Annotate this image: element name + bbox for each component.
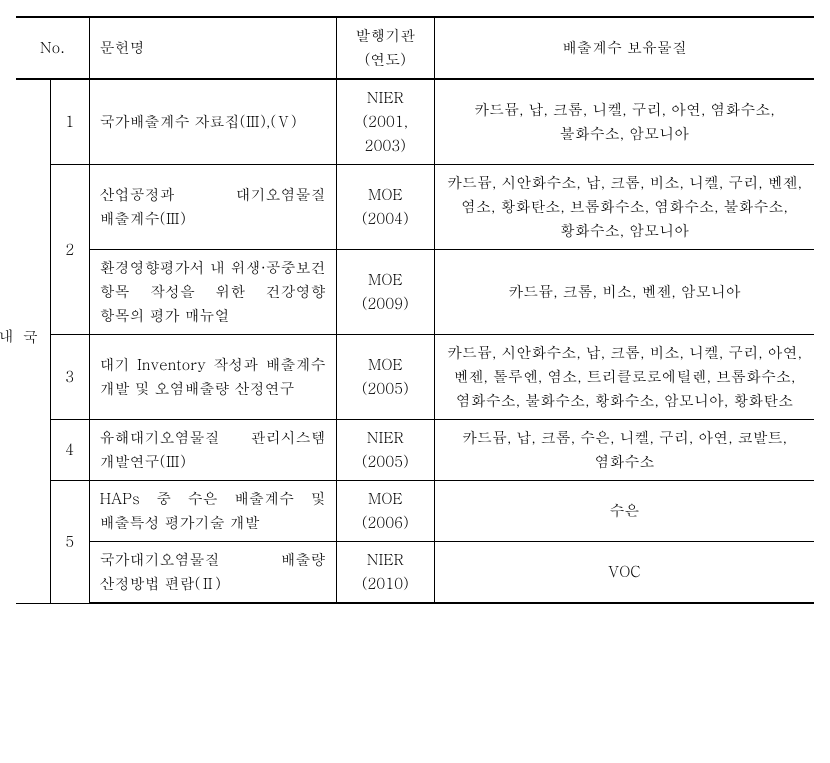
header-substances: 배출계수 보유물질 [434, 17, 814, 79]
title-cell: 유해대기오염물질 관리시스템 개발연구(Ⅲ) [89, 420, 336, 481]
substances-cell: 카드뮴, 납, 크롬, 수은, 니켈, 구리, 아연, 코발트, 염화수소 [434, 420, 814, 481]
substances-cell: 카드뮴, 시안화수소, 납, 크롬, 비소, 니켈, 구리, 벤젠, 염소, 황… [434, 165, 814, 250]
no-cell: 3 [50, 335, 89, 420]
agency-cell: NIER(2010) [336, 542, 434, 604]
region-label: 국내 [24, 328, 42, 348]
header-agency: 발행기관(연도) [336, 17, 434, 79]
table-row: 4 유해대기오염물질 관리시스템 개발연구(Ⅲ) NIER(2005) 카드뮴,… [16, 420, 814, 481]
substances-cell: 카드뮴, 납, 크롬, 니켈, 구리, 아연, 염화수소, 불화수소, 암모니아 [434, 79, 814, 165]
no-cell: 4 [50, 420, 89, 481]
header-title: 문헌명 [89, 17, 336, 79]
agency-cell: MOE(2005) [336, 335, 434, 420]
substances-cell: 카드뮴, 크롬, 비소, 벤젠, 암모니아 [434, 250, 814, 335]
no-cell: 1 [50, 79, 89, 165]
table-row: 환경영향평가서 내 위생·공중보건 항목 작성을 위한 건강영향 항목의 평가 … [16, 250, 814, 335]
agency-cell: MOE(2006) [336, 481, 434, 542]
agency-cell: MOE(2009) [336, 250, 434, 335]
title-cell: 산업공정과 대기오염물질 배출계수(Ⅲ) [89, 165, 336, 250]
substances-cell: 카드뮴, 시안화수소, 납, 크롬, 비소, 니켈, 구리, 아연, 벤젠, 톨… [434, 335, 814, 420]
title-cell: 환경영향평가서 내 위생·공중보건 항목 작성을 위한 건강영향 항목의 평가 … [89, 250, 336, 335]
agency-cell: NIER(2001,2003) [336, 79, 434, 165]
no-cell: 5 [50, 481, 89, 604]
emission-factor-table: No. 문헌명 발행기관(연도) 배출계수 보유물질 국내 1 국가배출계수 자… [16, 16, 814, 604]
header-no: No. [16, 17, 89, 79]
no-cell: 2 [50, 165, 89, 335]
substances-cell: 수은 [434, 481, 814, 542]
substances-cell: VOC [434, 542, 814, 604]
table-row: 2 산업공정과 대기오염물질 배출계수(Ⅲ) MOE(2004) 카드뮴, 시안… [16, 165, 814, 250]
title-cell: 대기 Inventory 작성과 배출계수 개발 및 오염배출량 산정연구 [89, 335, 336, 420]
title-cell: 국가배출계수 자료집(Ⅲ),(Ⅴ) [89, 79, 336, 165]
title-cell: HAPs 중 수은 배출계수 및 배출특성 평가기술 개발 [89, 481, 336, 542]
table-row: 국내 1 국가배출계수 자료집(Ⅲ),(Ⅴ) NIER(2001,2003) 카… [16, 79, 814, 165]
agency-cell: NIER(2005) [336, 420, 434, 481]
agency-cell: MOE(2004) [336, 165, 434, 250]
title-cell: 국가대기오염물질 배출량 산정방법 편람(Ⅱ) [89, 542, 336, 604]
table-row: 5 HAPs 중 수은 배출계수 및 배출특성 평가기술 개발 MOE(2006… [16, 481, 814, 542]
table-header-row: No. 문헌명 발행기관(연도) 배출계수 보유물질 [16, 17, 814, 79]
region-cell: 국내 [16, 79, 50, 603]
table-row: 3 대기 Inventory 작성과 배출계수 개발 및 오염배출량 산정연구 … [16, 335, 814, 420]
table-row: 국가대기오염물질 배출량 산정방법 편람(Ⅱ) NIER(2010) VOC [16, 542, 814, 604]
